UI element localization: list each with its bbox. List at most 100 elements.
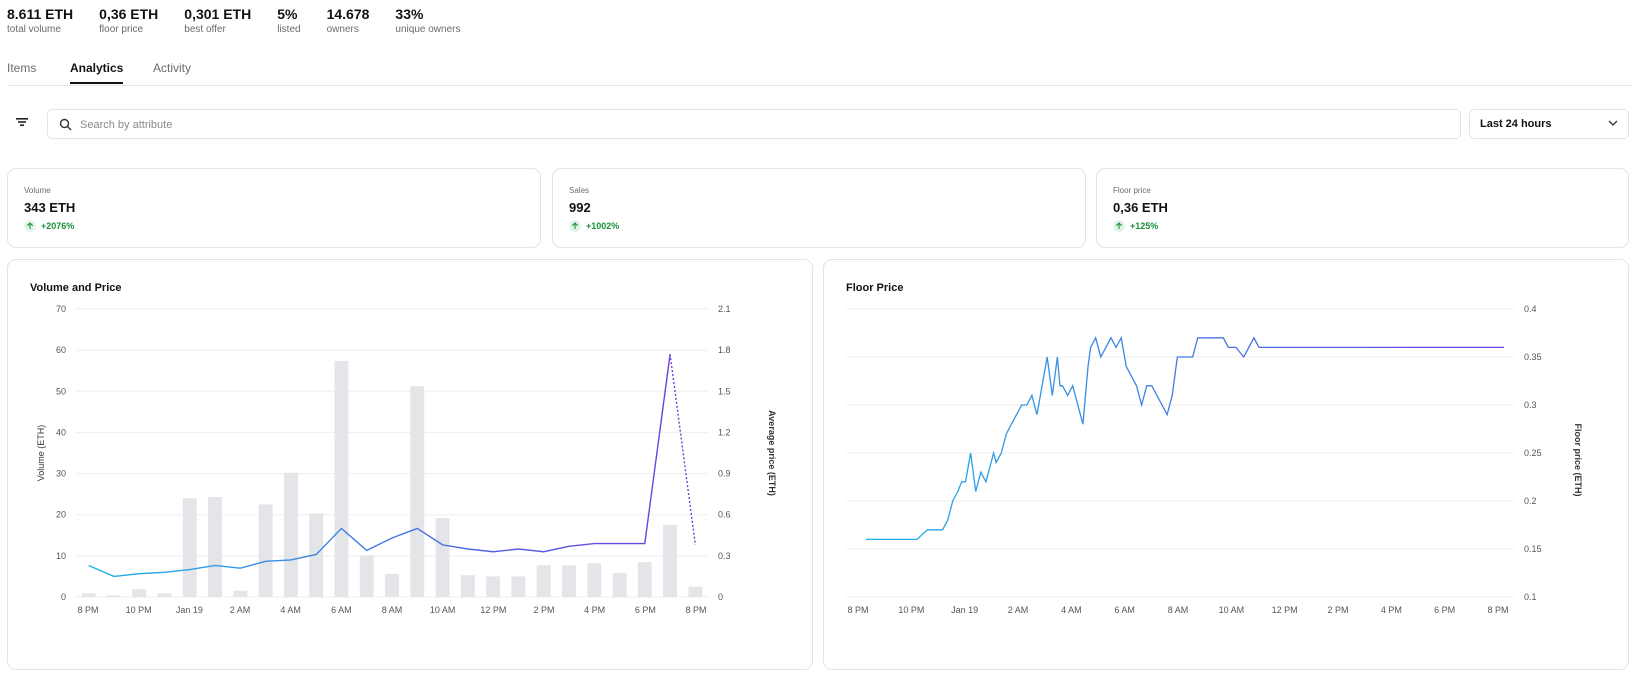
volume-bar: [612, 573, 627, 597]
card-sales: Sales 992 +1002%: [552, 168, 1086, 248]
card-change: +1002%: [569, 220, 619, 232]
x-tick-label: 10 PM: [126, 605, 152, 615]
x-tick-label: 2 PM: [1327, 605, 1348, 615]
x-tick-label: 8 PM: [1487, 605, 1508, 615]
volume-bar: [460, 575, 475, 597]
stat-best-offer: 0,301 ETH best offer: [184, 6, 251, 37]
y2-tick-label: 1.8: [718, 345, 731, 355]
x-tick-label: 4 AM: [1061, 605, 1082, 615]
x-tick-label: 2 AM: [1008, 605, 1029, 615]
volume-bar: [410, 386, 425, 597]
card-value: 992: [569, 200, 591, 215]
stat-label: total volume: [7, 24, 61, 35]
volume-bar: [688, 586, 703, 597]
volume-price-panel: Volume and Price 0 10 20 30 40 50 60 70 0 0.3 0.6 0…: [7, 259, 813, 670]
x-tick-label: Jan 19: [951, 605, 978, 615]
price-line: [88, 354, 671, 578]
card-value: 343 ETH: [24, 200, 76, 215]
time-range-select[interactable]: Last 24 hours: [1469, 109, 1629, 139]
volume-bar: [562, 565, 576, 597]
arrow-up-icon: [569, 220, 581, 232]
x-tick-label: 12 PM: [480, 605, 506, 615]
search-input[interactable]: [78, 115, 1452, 135]
y-tick-label: 0.4: [1524, 304, 1537, 314]
volume-bar: [81, 593, 96, 597]
x-tick-label: 10 PM: [898, 605, 924, 615]
volume-bar: [132, 589, 147, 597]
x-tick-label: 2 AM: [230, 605, 251, 615]
card-floor-price: Floor price 0,36 ETH +125%: [1096, 168, 1629, 248]
filter-button[interactable]: [14, 115, 30, 129]
card-volume: Volume 343 ETH +2076%: [7, 168, 541, 248]
card-change: +125%: [1113, 220, 1158, 232]
chevron-down-icon: [1608, 120, 1618, 126]
x-tick-label: 2 PM: [533, 605, 554, 615]
y-tick-label: 60: [56, 345, 66, 355]
x-tick-label: 8 PM: [77, 605, 98, 615]
volume-bar: [208, 497, 222, 597]
volume-bar: [511, 576, 526, 597]
x-tick-label: 6 PM: [1434, 605, 1455, 615]
filter-icon: [16, 118, 28, 126]
y-tick-label: 20: [56, 510, 66, 520]
stat-value: 0,301 ETH: [184, 6, 252, 22]
volume-bar: [182, 498, 197, 597]
tab-analytics[interactable]: Analytics: [70, 61, 124, 84]
volume-bar: [536, 565, 551, 597]
volume-bar: [637, 562, 652, 597]
card-change: +2076%: [24, 220, 74, 232]
x-tick-label: 4 PM: [1381, 605, 1402, 615]
floor-price-chart: 0.1 0.15 0.2 0.25 0.3 0.35 0.4 Floor price (ETH…: [846, 304, 1583, 615]
tab-activity[interactable]: Activity: [153, 61, 192, 75]
x-tick-label: Jan 19: [176, 605, 203, 615]
stat-value: 8.611 ETH: [7, 6, 74, 22]
x-tick-label: 6 AM: [331, 605, 352, 615]
volume-bar: [385, 573, 399, 597]
stat-value: 5%: [277, 6, 298, 22]
card-label: Volume: [24, 186, 51, 195]
volume-bar: [157, 593, 172, 597]
y-tick-label: 40: [56, 427, 66, 437]
x-tick-label: 6 AM: [1114, 605, 1135, 615]
y2-tick-label: 1.2: [718, 427, 731, 437]
stat-label: floor price: [99, 24, 144, 35]
y2-tick-label: 1.5: [718, 386, 731, 396]
x-tick-label: 10 AM: [430, 605, 456, 615]
y-tick-label: 70: [56, 304, 66, 314]
stat-total-volume: 8.611 ETH total volume: [7, 6, 73, 37]
y-axis-label: Volume (ETH): [36, 425, 46, 482]
card-value: 0,36 ETH: [1113, 200, 1168, 215]
stat-label: owners: [326, 24, 359, 35]
chart-title: Volume and Price: [30, 282, 122, 294]
volume-bar: [106, 595, 121, 597]
x-tick-label: 8 AM: [1168, 605, 1189, 615]
volume-bar: [486, 576, 501, 597]
time-range-value: Last 24 hours: [1480, 118, 1552, 130]
collection-stats: 8.611 ETH total volume 0,36 ETH floor pr…: [7, 6, 486, 37]
y2-tick-label: 2.1: [718, 304, 731, 314]
y-tick-label: 50: [56, 386, 66, 396]
x-tick-label: 8 PM: [847, 605, 868, 615]
stat-value: 0,36 ETH: [99, 6, 159, 22]
y2-tick-label: 0.6: [718, 510, 731, 520]
y-tick-label: 0: [61, 592, 66, 602]
search-icon: [59, 118, 72, 131]
stat-owners: 14.678 owners: [327, 6, 370, 37]
card-change-value: +2076%: [41, 221, 75, 231]
chart-title: Floor Price: [846, 282, 904, 294]
x-tick-label: 10 AM: [1219, 605, 1245, 615]
stat-value: 14.678: [326, 6, 370, 22]
stat-label: listed: [277, 24, 301, 35]
floor-price-line: [866, 335, 1504, 541]
x-tick-label: 6 PM: [635, 605, 656, 615]
stat-label: best offer: [184, 24, 226, 35]
price-line-projection: [669, 354, 697, 545]
y-tick-label: 0.3: [1524, 400, 1537, 410]
tab-items[interactable]: Items: [7, 61, 37, 75]
volume-bar: [663, 525, 678, 597]
volume-bar: [309, 513, 324, 597]
volume-bar: [435, 518, 450, 597]
attribute-search[interactable]: [47, 109, 1461, 139]
y2-axis-label: Average price (ETH): [767, 410, 777, 496]
volume-price-chart: 0 10 20 30 40 50 60 70 0 0.3 0.6 0.9 1.2 1.5 1.8 2.1 Vol…: [36, 304, 777, 615]
